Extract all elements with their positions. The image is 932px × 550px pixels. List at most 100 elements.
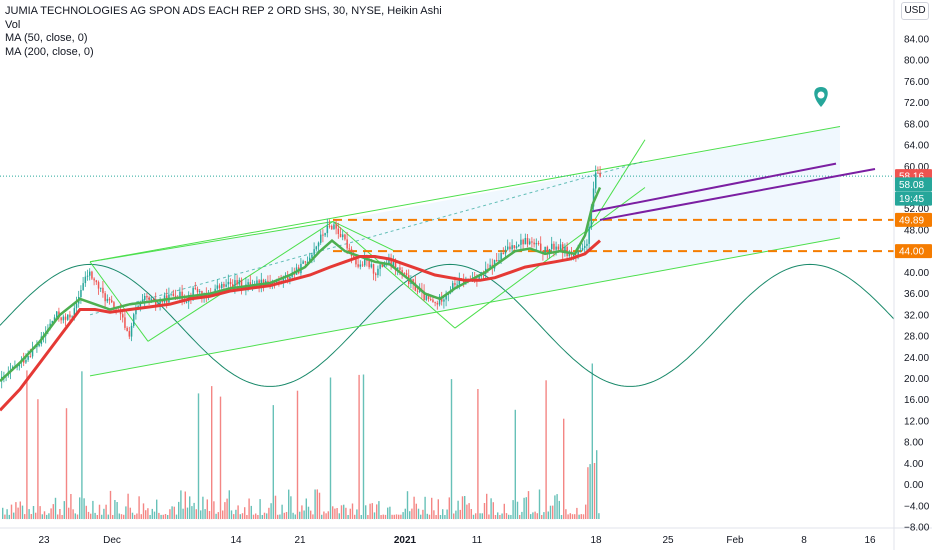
volume-bars — [2, 363, 600, 520]
candle-body — [368, 260, 370, 268]
volume-bar — [486, 493, 488, 519]
volume-bar — [338, 513, 340, 520]
candle-body — [489, 264, 491, 270]
volume-bar — [501, 513, 503, 519]
volume-bar — [563, 418, 565, 520]
candle-body — [595, 172, 597, 189]
candle-body — [419, 290, 421, 292]
candle-body — [555, 246, 557, 250]
volume-bar — [301, 505, 303, 519]
volume-bar — [118, 513, 120, 520]
candle-body — [56, 311, 58, 318]
volume-bar — [307, 506, 310, 519]
candle-body — [150, 299, 153, 301]
candle-body — [82, 283, 84, 290]
volume-bar — [510, 515, 512, 519]
candle-body — [36, 346, 38, 348]
volume-bar — [523, 497, 525, 520]
candle-body — [229, 281, 232, 285]
volume-bar — [76, 514, 79, 519]
legend-ma200[interactable]: MA (200, close, 0) — [5, 45, 94, 58]
candle-body — [238, 279, 241, 285]
candle-body — [458, 278, 461, 285]
volume-bar — [65, 408, 68, 520]
volume-bar — [389, 506, 391, 520]
volume-bar — [582, 514, 585, 520]
candle-body — [553, 243, 555, 250]
candle-body — [392, 262, 395, 267]
candle-body — [590, 206, 593, 228]
currency-badge[interactable]: USD — [901, 2, 929, 20]
candle-body — [170, 293, 172, 295]
candle-body — [531, 241, 533, 243]
volume-bar — [81, 371, 83, 519]
volume-bar — [274, 495, 277, 519]
candle-body — [309, 257, 311, 262]
volume-bar — [468, 503, 470, 519]
candle-body — [260, 279, 263, 286]
volume-bar — [35, 512, 37, 520]
volume-bar — [158, 512, 160, 520]
candle-body — [353, 256, 355, 258]
volume-bar — [228, 490, 230, 519]
candle-body — [258, 280, 260, 286]
y-tick-label: −4.00 — [904, 501, 930, 512]
candle-body — [537, 243, 540, 244]
volume-bar — [365, 505, 367, 520]
price-tag-box — [895, 212, 932, 227]
candle-body — [412, 279, 414, 283]
volume-bar — [393, 514, 395, 519]
candle-body — [97, 282, 100, 289]
candle-body — [355, 256, 357, 265]
price-tag-label: 58.08 — [899, 180, 924, 191]
candle-body — [133, 314, 135, 326]
candle-body — [416, 290, 419, 292]
candle-body — [161, 300, 164, 303]
y-tick-label: 8.00 — [904, 438, 924, 449]
volume-bar — [356, 509, 358, 519]
candle-body — [256, 280, 258, 285]
volume-bar — [222, 510, 224, 519]
legend-title[interactable]: JUMIA TECHNOLOGIES AG SPON ADS EACH REP … — [5, 5, 442, 17]
volume-bar — [554, 495, 556, 520]
candle-body — [108, 298, 111, 301]
volume-bar — [244, 507, 246, 519]
volume-bar — [437, 499, 439, 520]
candle-body — [141, 299, 144, 302]
channel-line — [454, 187, 646, 329]
candle-body — [89, 271, 91, 276]
volume-bar — [191, 506, 193, 519]
volume-bar — [193, 502, 195, 519]
y-tick-label: 68.00 — [904, 119, 929, 130]
volume-bar — [19, 501, 21, 519]
candle-body — [291, 273, 293, 277]
volume-bar — [538, 489, 541, 519]
candle-body — [122, 314, 124, 318]
volume-bar — [145, 510, 147, 520]
volume-bar — [182, 508, 184, 519]
volume-bar — [598, 513, 600, 519]
x-tick-label: 14 — [230, 535, 242, 546]
price-tag-box — [895, 177, 932, 192]
candle-body — [548, 249, 551, 252]
candle-body — [221, 284, 223, 288]
volume-bar — [186, 507, 189, 519]
candle-body — [185, 301, 188, 303]
volume-bar — [261, 515, 263, 519]
volume-bar — [279, 514, 281, 519]
candle-body — [262, 279, 265, 285]
volume-bar — [257, 515, 259, 519]
volume-bar — [197, 393, 200, 520]
legend-ma50[interactable]: MA (50, close, 0) — [5, 32, 88, 44]
x-tick-label: Dec — [103, 535, 121, 546]
candle-body — [73, 308, 76, 317]
legend-vol[interactable]: Vol — [5, 18, 21, 31]
candle-body — [372, 264, 375, 274]
candle-body — [588, 227, 590, 244]
candle-body — [370, 264, 373, 268]
volume-bar — [558, 500, 560, 519]
volume-bar — [98, 504, 101, 519]
candle-body — [586, 243, 588, 246]
candle-body — [216, 285, 219, 289]
